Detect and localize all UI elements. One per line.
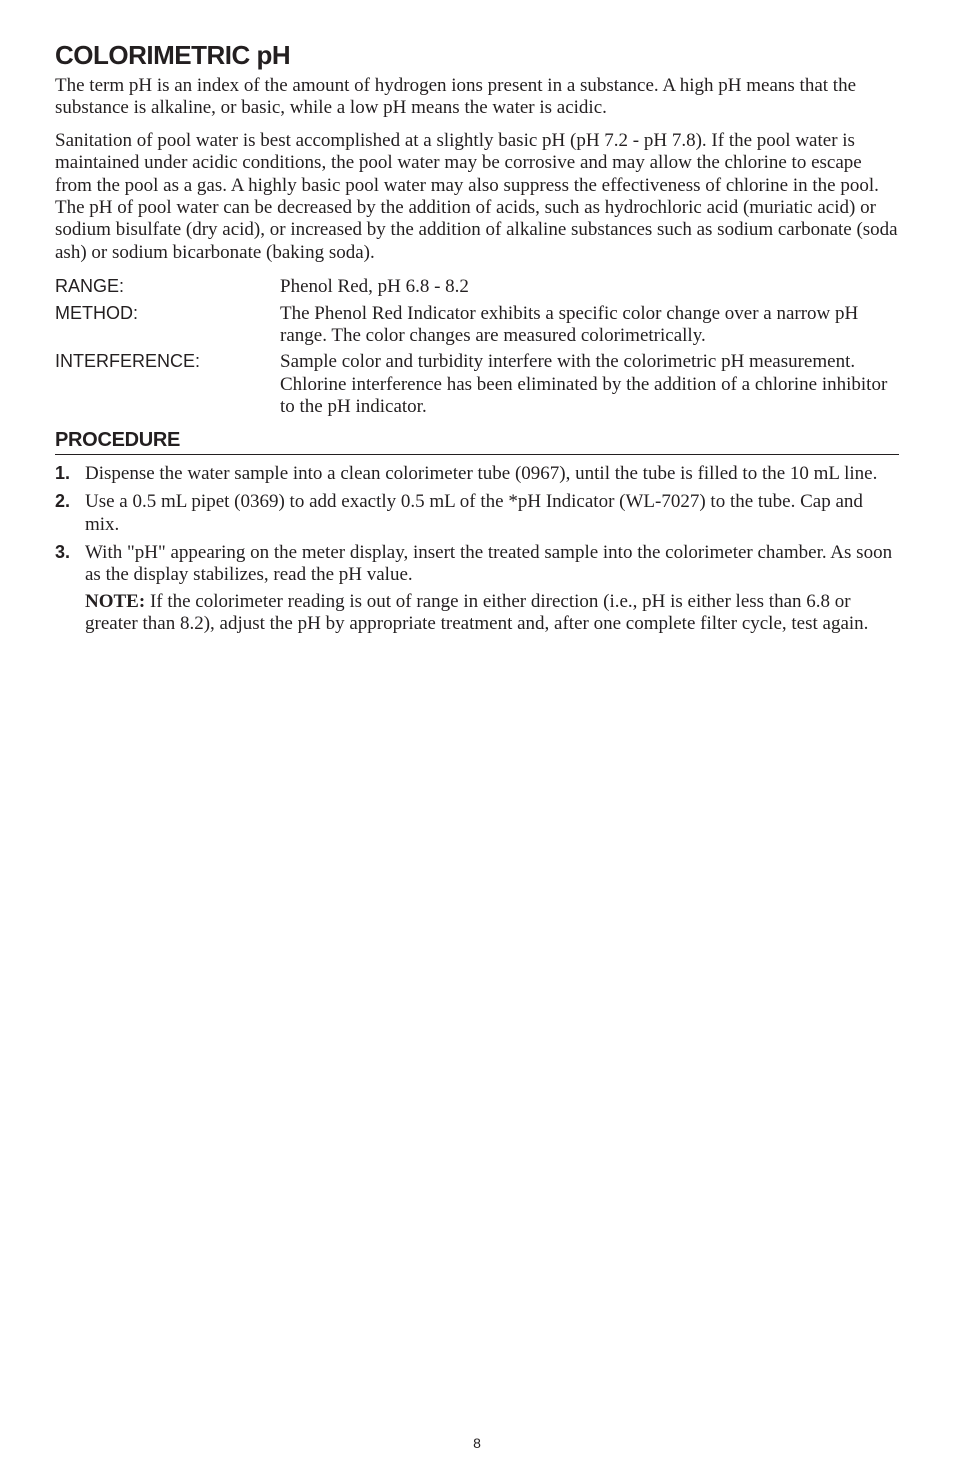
step-number: 2. <box>55 491 85 536</box>
procedure-heading: PROCEDURE <box>55 429 899 452</box>
step-text: With "pH" appearing on the meter display… <box>85 542 899 636</box>
interference-value: Sample color and turbidity interfere wit… <box>280 349 899 420</box>
method-value: The Phenol Red Indicator exhibits a spec… <box>280 301 899 350</box>
procedure-list: 1. Dispense the water sample into a clea… <box>55 463 899 636</box>
method-label: METHOD: <box>55 301 280 350</box>
step-text: Use a 0.5 mL pipet (0369) to add exactly… <box>85 491 899 536</box>
procedure-divider <box>55 454 899 455</box>
def-row-interference: INTERFERENCE: Sample color and turbidity… <box>55 349 899 420</box>
intro-paragraph-2: Sanitation of pool water is best accompl… <box>55 130 899 264</box>
procedure-step: 3. With "pH" appearing on the meter disp… <box>55 542 899 636</box>
interference-label: INTERFERENCE: <box>55 349 280 420</box>
procedure-step: 1. Dispense the water sample into a clea… <box>55 463 899 485</box>
note-text: If the colorimeter reading is out of ran… <box>85 591 868 634</box>
definitions-table: RANGE: Phenol Red, pH 6.8 - 8.2 METHOD: … <box>55 274 899 420</box>
note-label: NOTE: <box>85 591 145 612</box>
step-note: NOTE: If the colorimeter reading is out … <box>85 591 899 636</box>
step-number: 1. <box>55 463 85 485</box>
step-number: 3. <box>55 542 85 636</box>
procedure-step: 2. Use a 0.5 mL pipet (0369) to add exac… <box>55 491 899 536</box>
step-text: Dispense the water sample into a clean c… <box>85 463 899 485</box>
def-row-range: RANGE: Phenol Red, pH 6.8 - 8.2 <box>55 274 899 300</box>
page-title: COLORIMETRIC pH <box>55 40 899 71</box>
def-row-method: METHOD: The Phenol Red Indicator exhibit… <box>55 301 899 350</box>
range-label: RANGE: <box>55 274 280 300</box>
step-main-text: With "pH" appearing on the meter display… <box>85 542 892 585</box>
range-value: Phenol Red, pH 6.8 - 8.2 <box>280 274 899 300</box>
intro-paragraph-1: The term pH is an index of the amount of… <box>55 75 899 120</box>
page-number: 8 <box>0 1435 954 1451</box>
